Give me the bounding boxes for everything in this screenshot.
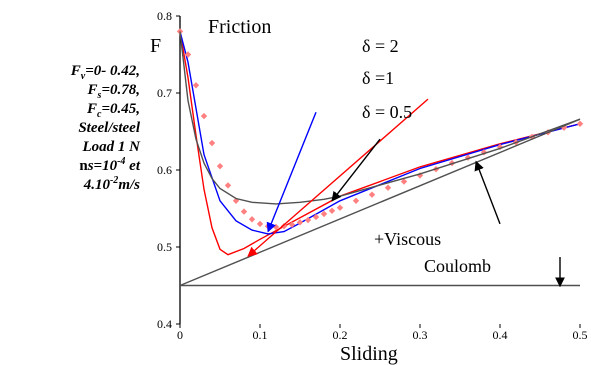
y-tick-label: 0.6 — [157, 163, 172, 177]
annotation-label: +Viscous — [374, 229, 441, 249]
annotation-arrow — [474, 160, 501, 225]
data-point-delta-0.5 — [240, 208, 248, 215]
y-tick-label: 0.4 — [157, 317, 172, 331]
annotation-label: δ = 2 — [362, 36, 399, 56]
x-tick-label: 0 — [177, 328, 183, 342]
data-point-delta-0.5 — [200, 112, 208, 120]
data-point-delta-0.5 — [336, 204, 344, 211]
parameter-line: Fc=0.45, — [86, 101, 140, 120]
x-tick-label: 0.5 — [573, 328, 588, 342]
data-point-delta-0.5 — [576, 120, 584, 127]
series-line-0 — [179, 31, 581, 256]
data-point-delta-0.5 — [368, 191, 376, 198]
data-point-delta-0.5 — [216, 162, 224, 170]
chart-annotations: δ = 2 δ =1 δ = 0.5 +Viscous Coulomb — [247, 36, 565, 288]
data-point-delta-0.5 — [192, 82, 200, 89]
annotation-label: Coulomb — [424, 256, 491, 276]
data-point-delta-0.5 — [184, 51, 192, 58]
data-point-delta-0.5 — [352, 197, 360, 204]
parameter-line: Steel/steel — [78, 120, 140, 136]
chart-series — [176, 28, 584, 287]
annotation-label: δ = 0.5 — [362, 102, 412, 122]
annotation-label: δ =1 — [362, 68, 394, 88]
data-point-delta-0.5 — [328, 207, 336, 215]
annotation-arrow — [266, 111, 317, 233]
y-tick-label: 0.8 — [157, 9, 172, 23]
x-tick-label: 0.4 — [493, 328, 508, 342]
x-axis-label: Sliding — [340, 343, 398, 365]
data-point-delta-0.5 — [248, 216, 256, 223]
annotation-arrow — [331, 138, 381, 202]
y-tick-label: 0.7 — [157, 86, 172, 100]
series-line-3 — [179, 31, 581, 205]
x-tick-label: 0.2 — [333, 328, 348, 342]
data-point-delta-0.5 — [320, 210, 328, 218]
annotation-arrow — [247, 98, 429, 257]
parameter-line: Fv=0- 0.42, — [70, 63, 140, 82]
series-line-4 — [179, 118, 581, 287]
data-point-delta-0.5 — [288, 221, 296, 228]
data-point-delta-0.5 — [304, 216, 312, 224]
x-tick-label: 0.1 — [253, 328, 268, 342]
parameters-note: Fv=0- 0.42, Fs=0.78, Fc=0.45, Steel/steel Lo… — [0, 62, 140, 195]
data-point-delta-0.5 — [256, 220, 264, 228]
y-axis-label: F — [150, 35, 161, 57]
chart-axes: 0.4 0.5 0.6 0.7 0.8 0 0.1 0.2 0.3 0.4 0.5 — [157, 9, 588, 342]
data-point-delta-0.5 — [208, 139, 216, 147]
chart-title: Friction — [208, 16, 271, 38]
parameter-line: ns=10-4 et — [79, 156, 140, 175]
data-point-delta-0.5 — [312, 213, 320, 221]
data-point-delta-0.5 — [280, 223, 288, 230]
y-tick-label: 0.5 — [157, 240, 172, 254]
series-line-1 — [179, 31, 581, 235]
parameter-line: Fs=0.78, — [87, 82, 140, 101]
data-point-delta-0.5 — [384, 184, 392, 191]
parameter-line: 4.10-2m/s — [83, 175, 140, 194]
data-point-delta-0.5 — [224, 182, 232, 189]
data-point-delta-0.5 — [400, 178, 408, 185]
parameter-line: Load 1 N — [82, 139, 141, 155]
x-tick-label: 0.3 — [413, 328, 428, 342]
data-point-delta-0.5 — [296, 219, 304, 226]
